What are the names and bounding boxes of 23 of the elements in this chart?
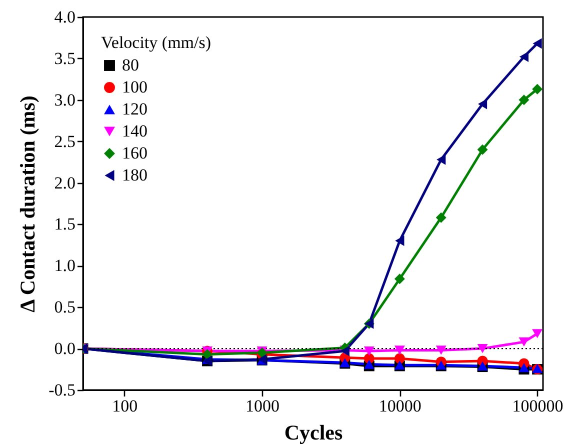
y-tick-label: -0.5 bbox=[48, 380, 76, 400]
y-tick-label: 3.5 bbox=[54, 48, 76, 68]
legend-label: 160 bbox=[122, 144, 148, 162]
y-tick-label: 4.0 bbox=[54, 8, 76, 26]
legend-label: 180 bbox=[122, 166, 148, 184]
y-tick-label: 0.0 bbox=[54, 339, 76, 358]
y-tick-label: 2.0 bbox=[54, 173, 76, 192]
y-tick-label: 1.5 bbox=[54, 214, 76, 234]
x-axis-title: Cycles bbox=[284, 420, 343, 444]
y-tick-label: 2.5 bbox=[54, 132, 76, 151]
legend-label: 80 bbox=[122, 56, 139, 74]
y-axis-title: Δ Contact duration (ms) bbox=[16, 96, 40, 312]
legend-label: 120 bbox=[122, 100, 148, 118]
x-tick-label: 1000 bbox=[246, 396, 280, 416]
y-tick-label: 3.0 bbox=[54, 90, 76, 110]
x-tick-label: 100 bbox=[112, 396, 138, 416]
x-tick-label: 10000 bbox=[378, 396, 422, 416]
legend-title: Velocity (mm/s) bbox=[101, 33, 212, 52]
legend-label: 140 bbox=[122, 122, 148, 140]
legend-label: 100 bbox=[122, 78, 148, 96]
x-tick-label: 100000 bbox=[512, 396, 564, 416]
y-tick-label: 1.0 bbox=[54, 256, 76, 276]
y-tick-label: 0.5 bbox=[54, 298, 76, 317]
